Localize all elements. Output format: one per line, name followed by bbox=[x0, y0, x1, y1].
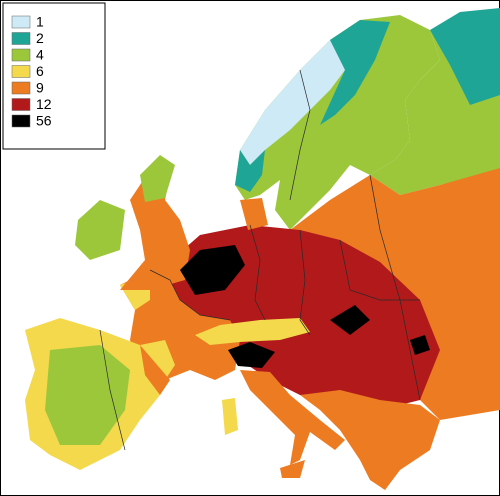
legend-swatch bbox=[11, 81, 31, 95]
border bbox=[369, 174, 421, 401]
benelux-hotspot bbox=[180, 245, 245, 295]
east-teal bbox=[430, 8, 500, 105]
borders bbox=[99, 69, 421, 451]
border bbox=[299, 229, 311, 336]
central-hotspot bbox=[330, 305, 370, 335]
north-scandinavia bbox=[240, 30, 350, 165]
balkans bbox=[300, 390, 440, 490]
border bbox=[149, 269, 231, 321]
border bbox=[289, 69, 311, 201]
britain bbox=[120, 170, 190, 290]
alps bbox=[195, 318, 310, 345]
legend-swatch bbox=[11, 32, 31, 45]
denmark bbox=[240, 198, 268, 230]
legend-swatch bbox=[11, 15, 31, 29]
lapland bbox=[320, 20, 390, 125]
sicily bbox=[280, 460, 305, 478]
po-hotspot bbox=[228, 342, 275, 368]
legend-label: 9 bbox=[36, 80, 44, 96]
catalonia bbox=[140, 345, 170, 395]
border bbox=[249, 224, 266, 321]
legend-label: 6 bbox=[36, 63, 44, 79]
sardinia bbox=[222, 398, 238, 435]
iberia-interior bbox=[45, 345, 130, 445]
border bbox=[99, 329, 126, 451]
legend-swatch bbox=[11, 114, 31, 128]
norway-coast bbox=[235, 150, 265, 192]
legend-swatch bbox=[11, 98, 31, 111]
scandinavia bbox=[235, 15, 440, 230]
italy bbox=[240, 370, 345, 465]
legend-label: 4 bbox=[36, 47, 44, 63]
legend-label: 56 bbox=[36, 113, 52, 129]
scotland bbox=[140, 155, 175, 202]
legend-label: 1 bbox=[36, 14, 44, 30]
ireland bbox=[75, 200, 125, 260]
legend-swatch bbox=[11, 48, 31, 62]
legend-label: 2 bbox=[36, 30, 44, 46]
east-hotspot bbox=[410, 335, 430, 355]
legend-label: 12 bbox=[36, 96, 52, 112]
legend-swatch bbox=[11, 65, 31, 78]
